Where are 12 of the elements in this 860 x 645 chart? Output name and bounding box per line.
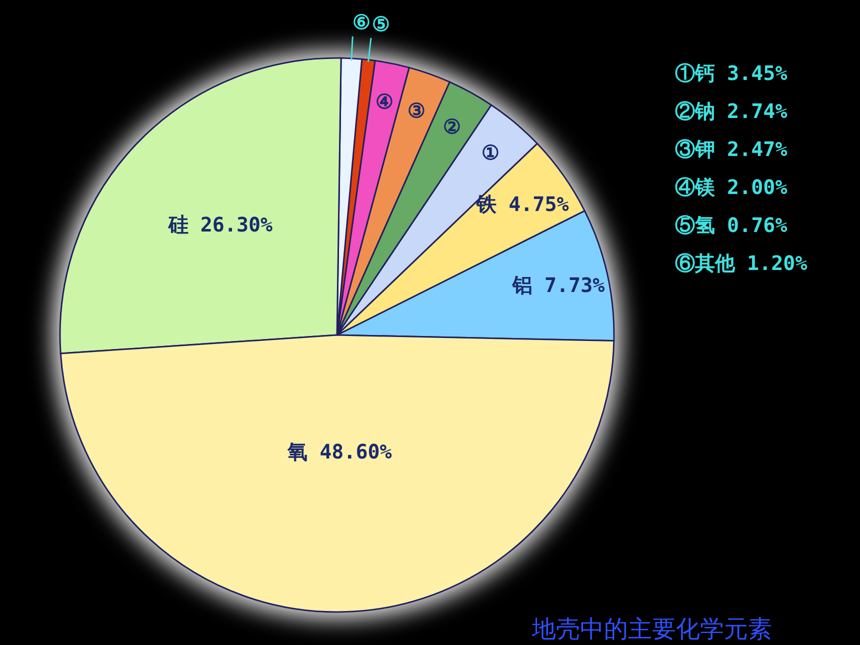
slice-label: 氧 48.60% (286, 439, 392, 464)
slice-label: 硅 26.30% (167, 212, 273, 236)
slice-label: ③ (408, 98, 426, 122)
text: 地壳中的主要化学元素 (531, 615, 772, 643)
legend-notes: ①钙 3.45% ②钠 2.74% ③钾 2.47% ④镁 2.00% ⑤氢 0.76% ⑥其他 1.20% (675, 61, 808, 275)
slice-label: ⑤ (372, 12, 390, 36)
slice-label: ⑥ (352, 10, 371, 34)
slice-label: 铝 7.73% (511, 273, 605, 298)
slice-label: ② (443, 114, 462, 138)
slice-label: ① (481, 140, 500, 165)
slice-label: ④ (375, 90, 394, 114)
slice-label: 铁 4.75% (476, 192, 569, 216)
